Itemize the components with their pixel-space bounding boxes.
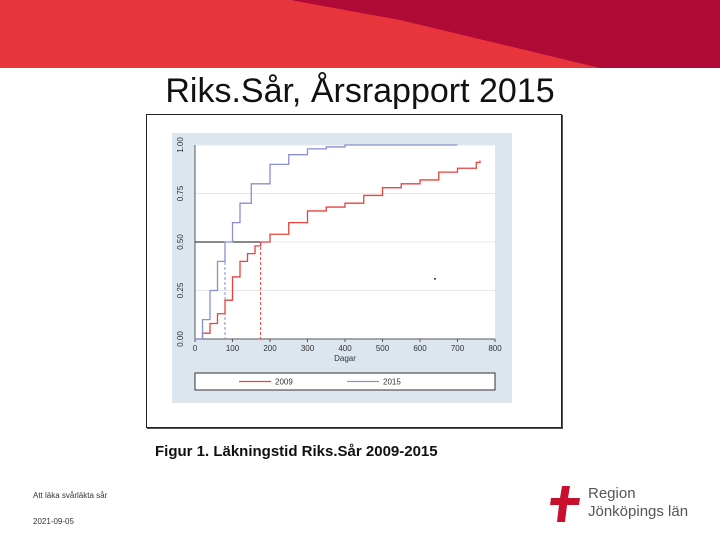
legend-label-2015: 2015: [383, 378, 401, 387]
y-tick-label: 0.00: [176, 331, 185, 347]
x-tick-label: 0: [193, 344, 198, 353]
banner-dark-shape: [290, 0, 720, 68]
legend-label-2009: 2009: [275, 378, 293, 387]
series-line-2015: [195, 144, 458, 340]
logo-line-2: Jönköpings län: [588, 503, 689, 520]
y-tick-label: 0.50: [176, 234, 185, 250]
x-tick-label: 800: [488, 344, 502, 353]
series-line-2009: [195, 160, 481, 340]
footer-date: 2021-09-05: [33, 517, 74, 526]
x-axis-label: Dagar: [334, 354, 356, 363]
y-tick-label: 0.75: [176, 185, 185, 201]
healing-time-chart: 0.00 0.25 0.50 0.75 1.00 0 100 200 300 400 500 600 7…: [172, 133, 512, 403]
y-tick-label: 1.00: [176, 137, 185, 153]
x-tick-label: 500: [376, 344, 390, 353]
y-tick-label: 0.25: [176, 282, 185, 298]
legend-box: [194, 372, 496, 391]
figure-caption: Figur 1. Läkningstid Riks.Sår 2009-2015: [155, 443, 438, 460]
logo-line-1: Region: [588, 485, 636, 502]
region-logo: Region Jönköpings län: [548, 484, 720, 524]
region-cross-icon: [550, 486, 580, 522]
footer-title: Att läka svårläkta sår: [33, 491, 108, 500]
slide-title: Riks.Sår, Årsrapport 2015: [165, 72, 555, 110]
x-tick-label: 600: [413, 344, 427, 353]
x-tick-label: 700: [451, 344, 465, 353]
figure-frame: 0.00 0.25 0.50 0.75 1.00 0 100 200 300 400 500 600 7…: [146, 114, 562, 428]
stray-point: [434, 277, 436, 280]
x-tick-label: 100: [226, 344, 240, 353]
x-tick-label: 400: [338, 344, 352, 353]
header-banner: [0, 0, 720, 68]
x-tick-label: 300: [301, 344, 315, 353]
x-tick-label: 200: [263, 344, 277, 353]
